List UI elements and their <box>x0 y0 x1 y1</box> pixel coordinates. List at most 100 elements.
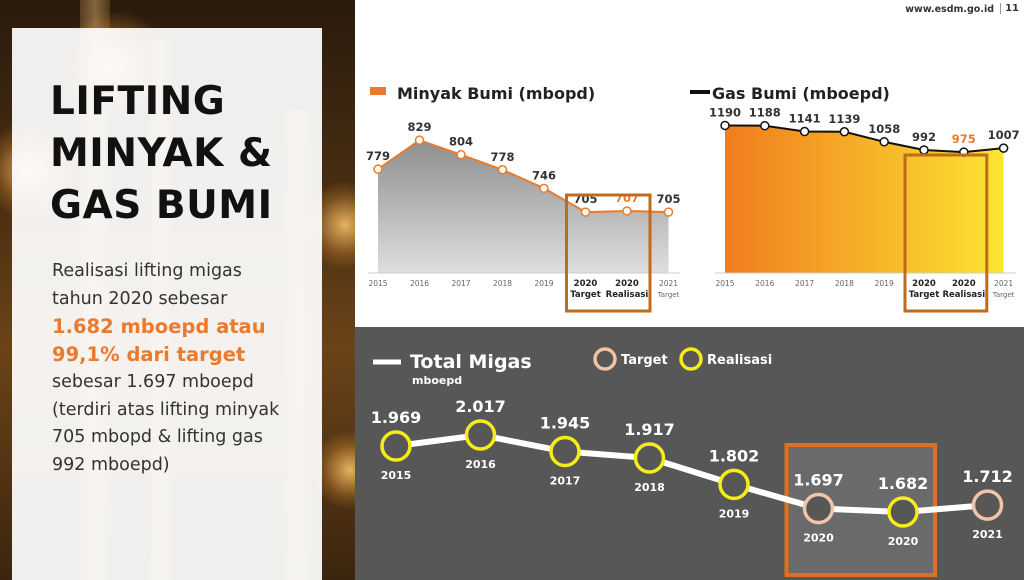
title-line: MINYAK & <box>50 131 273 176</box>
legend-realisasi-marker <box>679 347 703 371</box>
x-tick-label: 2016 <box>755 279 774 288</box>
data-point <box>919 145 929 155</box>
page-number: 11 <box>1000 3 1019 14</box>
data-label: 1058 <box>868 122 900 136</box>
data-point <box>760 120 770 131</box>
x-tick-label: 2020 <box>912 279 936 289</box>
data-point <box>580 207 591 217</box>
legend-target-marker <box>593 347 617 371</box>
x-tick-label: 2020 <box>574 279 598 289</box>
x-tick-label: 2018 <box>634 481 665 494</box>
chart-title: Gas Bumi (mboepd) <box>712 84 890 103</box>
data-label: 804 <box>449 135 473 149</box>
x-tick-label: 2020 <box>615 279 639 289</box>
page-title: LIFTING MINYAK & GAS BUMI <box>50 76 320 232</box>
highlight-line: 99,1% dari target <box>52 343 246 366</box>
title-line: GAS BUMI <box>50 183 273 228</box>
data-point <box>998 143 1009 153</box>
data-point <box>839 127 850 137</box>
chart-title: Minyak Bumi (mbopd) <box>397 84 595 103</box>
x-tick-label: 2015 <box>368 279 387 288</box>
data-label: 1190 <box>709 105 741 119</box>
data-point <box>720 120 730 131</box>
legend-label: Realisasi <box>707 353 772 368</box>
chart-area <box>378 140 669 273</box>
detail-line: sebesar 1.697 mboepd <box>52 372 254 392</box>
series-line <box>724 124 1004 154</box>
detail-line: 992 mboepd) <box>52 454 170 475</box>
x-tick-label: 2018 <box>835 279 854 288</box>
x-tick-label: 2020 <box>952 279 976 289</box>
gas-chart: Gas Bumi (mboepd) 1190 2015 1188 2016 1141 201… <box>690 84 1020 313</box>
x-tick-label: 2017 <box>795 279 814 288</box>
data-label: 1007 <box>988 128 1020 142</box>
x-tick-label: 2021 <box>972 528 1003 541</box>
realisasi-marker <box>887 496 919 528</box>
x-tick-sublabel: Realisasi <box>606 290 649 300</box>
data-point <box>497 165 508 175</box>
data-label: 975 <box>952 132 976 146</box>
x-tick-sublabel: Target <box>657 291 680 299</box>
x-tick-label: 2019 <box>875 279 894 288</box>
data-point <box>414 135 425 145</box>
data-label: 778 <box>490 150 514 164</box>
data-point <box>622 206 632 216</box>
data-label: 1.917 <box>624 420 675 439</box>
data-label: 707 <box>615 191 639 205</box>
x-tick-label: 2020 <box>803 532 834 545</box>
data-label: 1.712 <box>962 467 1013 486</box>
highlight-box <box>565 193 652 313</box>
x-tick-label: 2016 <box>465 458 496 471</box>
realisasi-marker <box>549 435 581 468</box>
data-label: 1.682 <box>878 474 929 493</box>
data-label: 2.017 <box>455 397 506 416</box>
detail-line: (terdiri atas lifting minyak <box>52 399 280 420</box>
data-label: 779 <box>366 149 390 163</box>
data-label: 1.802 <box>709 446 760 465</box>
data-label: 1.945 <box>540 414 591 433</box>
target-marker <box>802 492 835 525</box>
legend-label: Target <box>621 353 668 368</box>
data-label: 1139 <box>828 112 860 126</box>
data-point <box>456 149 466 160</box>
data-label: 1141 <box>789 112 821 126</box>
chart-subtitle: mboepd <box>412 374 462 387</box>
site-url[interactable]: www.esdm.go.id <box>905 4 994 15</box>
chart-title: Total Migas <box>410 351 532 373</box>
data-label: 992 <box>912 130 936 144</box>
x-tick-sublabel: Target <box>570 290 601 300</box>
data-label: 829 <box>407 120 431 134</box>
x-tick-label: 2017 <box>451 279 470 288</box>
realisasi-marker <box>718 468 750 501</box>
x-tick-label: 2015 <box>715 279 734 288</box>
data-label: 1.697 <box>793 471 844 490</box>
data-label: 1.969 <box>371 408 422 427</box>
x-tick-sublabel: Realisasi <box>942 290 985 300</box>
data-label: 746 <box>532 168 556 182</box>
target-marker <box>971 489 1004 521</box>
highlight-box <box>903 153 989 313</box>
data-label: 1188 <box>749 106 781 120</box>
series-line <box>377 139 669 214</box>
x-tick-label: 2021 <box>659 279 678 288</box>
x-tick-label: 2018 <box>493 279 512 288</box>
realisasi-marker <box>464 419 497 451</box>
x-tick-label: 2019 <box>719 507 750 520</box>
text-card <box>12 28 322 580</box>
realisasi-marker <box>633 442 666 474</box>
legend-swatch <box>370 87 386 95</box>
realisasi-marker <box>380 430 412 462</box>
title-line: LIFTING <box>50 79 226 124</box>
data-point <box>879 137 889 147</box>
x-tick-label: 2017 <box>550 475 581 488</box>
data-label: 705 <box>656 192 680 206</box>
chart-area <box>725 125 1004 273</box>
summary-line: Realisasi lifting migas <box>52 261 242 281</box>
highlight-line: 1.682 mboepd atau <box>52 315 266 338</box>
x-tick-label: 2020 <box>888 535 919 548</box>
x-tick-label: 2015 <box>381 469 412 482</box>
x-tick-label: 2019 <box>534 279 553 288</box>
data-point <box>799 126 810 137</box>
data-point <box>539 183 549 194</box>
